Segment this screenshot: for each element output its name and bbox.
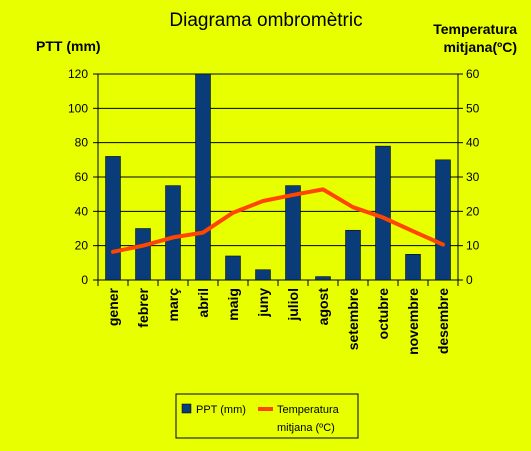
bar-ppt-juny	[255, 269, 271, 281]
y-tick-label: 60	[75, 170, 89, 184]
legend-label-temperature-line1: Temperatura	[277, 404, 340, 416]
bar-ppt-gener	[105, 156, 121, 281]
bar-ppt-abril	[195, 73, 211, 281]
y2-tick-label: 50	[466, 101, 480, 115]
y-tick-label: 80	[75, 136, 89, 150]
legend: PPT (mm) Temperatura mitjana (ºC)	[175, 393, 359, 439]
x-tick-label: juny	[255, 288, 271, 318]
bar-ppt-agost	[315, 276, 331, 281]
bar-ppt-desembre	[435, 159, 451, 281]
x-tick-label: novembre	[405, 288, 421, 355]
bar-ppt-maig	[225, 255, 241, 281]
y-tick-label: 0	[81, 273, 88, 287]
y-tick-label: 20	[75, 239, 89, 253]
y-axis-label: PTT (mm)	[36, 38, 101, 54]
x-tick-label: desembre	[435, 288, 451, 354]
y-tick-label: 40	[75, 204, 89, 218]
legend-label-temperature-line2: mitjana (ºC)	[277, 422, 335, 434]
chart-title: Diagrama ombromètric	[169, 10, 362, 31]
x-tick-label: octubre	[375, 288, 391, 340]
x-tick-label: juliol	[285, 288, 301, 322]
y2-tick-label: 20	[466, 204, 480, 218]
bar-ppt-juliol	[285, 185, 301, 281]
y2-tick-label: 10	[466, 239, 480, 253]
x-tick-label: agost	[315, 288, 331, 326]
x-tick-label: març	[165, 288, 181, 322]
y-tick-label: 120	[68, 67, 88, 81]
y2-tick-label: 0	[466, 273, 473, 287]
x-tick-label: gener	[105, 287, 121, 326]
y2-axis-label-line2: mitjana(ºC)	[443, 39, 517, 55]
legend-label-ppt: PPT (mm)	[196, 404, 246, 416]
bar-ppt-març	[165, 185, 181, 281]
legend-box	[175, 393, 359, 439]
y2-tick-label: 40	[466, 136, 480, 150]
bar-ppt-febrer	[135, 228, 151, 281]
x-tick-label: maig	[225, 288, 241, 321]
y2-axis-label-line1: Temperatura	[433, 21, 517, 37]
x-tick-label: febrer	[135, 287, 151, 327]
bar-ppt-octubre	[375, 145, 391, 281]
y-tick-label: 100	[68, 101, 88, 115]
x-tick-label: abril	[195, 288, 211, 318]
y2-tick-label: 30	[466, 170, 480, 184]
bar-ppt-setembre	[345, 229, 361, 281]
y2-tick-label: 60	[466, 67, 480, 81]
bar-ppt-novembre	[405, 254, 421, 281]
legend-swatch-ppt	[181, 403, 192, 414]
line-temperature	[111, 187, 445, 254]
x-tick-label: setembre	[345, 288, 361, 350]
